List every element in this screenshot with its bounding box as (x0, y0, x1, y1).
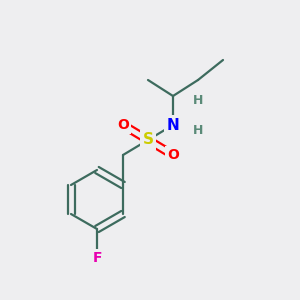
Text: O: O (167, 148, 179, 162)
Text: F: F (92, 251, 102, 265)
Text: H: H (193, 94, 203, 107)
Text: S: S (142, 133, 154, 148)
Text: H: H (193, 124, 203, 136)
Text: N: N (167, 118, 179, 133)
Text: O: O (117, 118, 129, 132)
